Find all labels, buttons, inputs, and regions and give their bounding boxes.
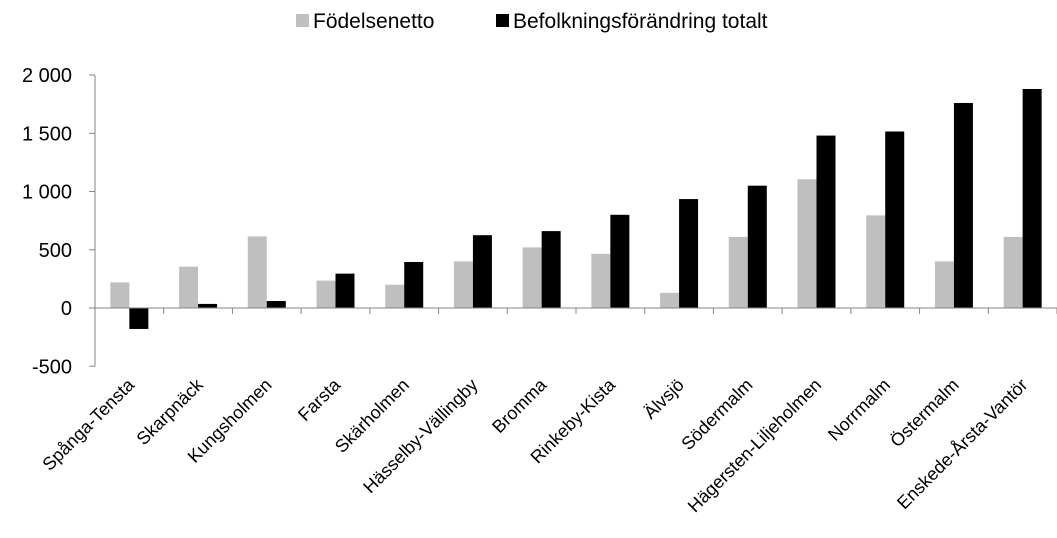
bar-fodelsenetto — [866, 215, 886, 308]
bar-befolkningsforandring — [747, 185, 767, 308]
bar-befolkningsforandring — [472, 235, 492, 308]
bar-befolkningsforandring — [198, 303, 218, 308]
bar-fodelsenetto — [1003, 236, 1023, 308]
bar-fodelsenetto — [316, 280, 336, 308]
bar-fodelsenetto — [247, 236, 267, 308]
x-category-label: Hägersten-Liljeholmen — [684, 375, 825, 516]
y-tick-label: 1 500 — [22, 123, 72, 145]
bar-fodelsenetto — [179, 266, 199, 308]
legend-label: Födelsenetto — [313, 10, 434, 33]
bar-befolkningsforandring — [885, 131, 905, 308]
bar-befolkningsforandring — [129, 308, 149, 329]
x-category-label: Enskede-Årsta-Vantör — [893, 375, 1031, 513]
bar-befolkningsforandring — [335, 273, 355, 308]
legend-swatch — [296, 14, 309, 27]
bar-fodelsenetto — [110, 282, 130, 308]
bar-fodelsenetto — [797, 179, 817, 308]
x-category-label: Älvsjö — [640, 375, 688, 423]
bar-fodelsenetto — [660, 292, 680, 308]
y-tick-label: 2 000 — [22, 65, 72, 87]
y-tick-label: 0 — [61, 298, 72, 320]
y-tick-label: 500 — [39, 240, 72, 262]
y-axis: 2 000 1 500 1 000 500 0 -500 — [22, 65, 96, 378]
x-category-label: Norrmalm — [824, 375, 894, 445]
bars — [110, 88, 1042, 329]
x-category-label: Skarpnäck — [133, 374, 208, 449]
bar-befolkningsforandring — [266, 301, 286, 308]
bar-befolkningsforandring — [1022, 88, 1042, 308]
bar-fodelsenetto — [385, 284, 405, 308]
bar-befolkningsforandring — [816, 135, 836, 308]
bar-befolkningsforandring — [610, 214, 630, 308]
x-category-label: Bromma — [488, 374, 551, 437]
bar-befolkningsforandring — [679, 199, 699, 308]
bar-fodelsenetto — [728, 236, 748, 308]
bar-fodelsenetto — [453, 261, 473, 308]
bar-fodelsenetto — [934, 261, 954, 308]
y-tick-label: -500 — [32, 356, 72, 378]
x-category-label: Spånga-Tensta — [38, 374, 138, 474]
bar-fodelsenetto — [522, 247, 542, 308]
bar-befolkningsforandring — [541, 231, 561, 308]
legend-swatch — [496, 14, 509, 27]
y-tick-label: 1 000 — [22, 182, 72, 204]
legend: Födelsenetto Befolkningsförändring totalt — [296, 10, 768, 33]
bar-fodelsenetto — [591, 253, 611, 308]
x-category-label: Farsta — [294, 374, 345, 425]
bar-befolkningsforandring — [953, 102, 973, 309]
legend-label: Befolkningsförändring totalt — [513, 10, 768, 33]
bar-befolkningsforandring — [404, 261, 424, 308]
x-category-label: Hässelby-Vällingby — [359, 375, 481, 497]
